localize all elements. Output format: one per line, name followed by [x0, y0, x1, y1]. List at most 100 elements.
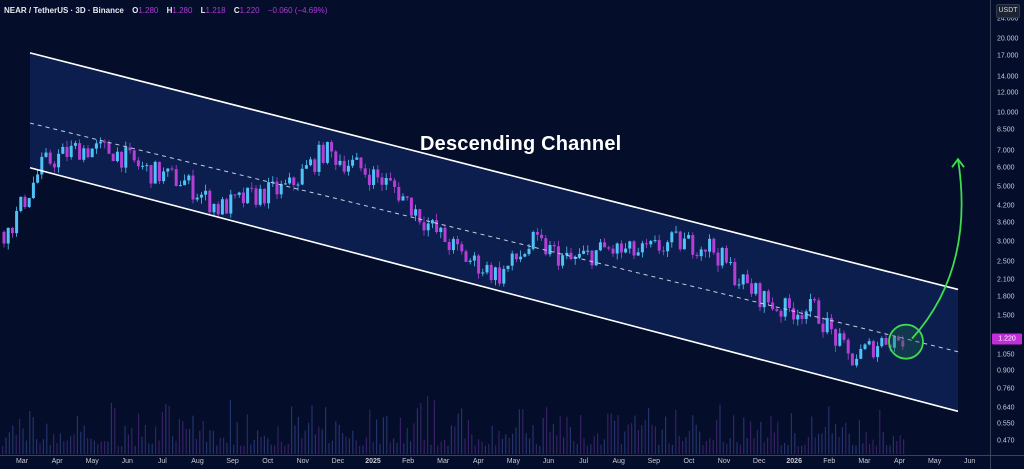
time-axis[interactable]: Mar Apr May Jun Jul Aug Sep Oct Nov Dec 2025 Feb Mar…: [0, 455, 990, 469]
volume-bar: [134, 445, 136, 454]
volume-bar: [736, 442, 738, 454]
candle-body: [65, 146, 69, 157]
volume-bar: [328, 443, 330, 454]
candle-body: [325, 142, 329, 163]
volume-bar: [233, 444, 235, 454]
candle-body: [208, 190, 212, 213]
price-tick: 1.800: [997, 293, 1015, 301]
volume-bar: [777, 421, 779, 454]
volume-bar: [481, 441, 483, 454]
volume-bar: [39, 443, 41, 454]
volume-bar: [66, 440, 68, 454]
volume-bar: [787, 444, 789, 454]
volume-bar: [607, 413, 609, 454]
candle-body: [15, 210, 19, 234]
candle-body: [204, 190, 208, 195]
axis-corner: [990, 455, 1024, 469]
volume-bar: [862, 443, 864, 454]
volume-bar: [352, 430, 354, 454]
candle-body: [69, 145, 73, 157]
volume-bar: [869, 444, 871, 454]
candle-body: [754, 283, 758, 294]
candle-body: [401, 196, 405, 201]
price-tick: 7.000: [997, 147, 1015, 155]
volume-bar: [393, 438, 395, 454]
volume-bar: [362, 445, 364, 454]
candle-body: [380, 177, 384, 185]
volume-bar: [532, 425, 534, 454]
volume-bar: [386, 415, 388, 454]
symbol-title[interactable]: NEAR / TetherUS · 3D · Binance: [4, 6, 124, 15]
candle-body: [111, 153, 115, 162]
volume-bar: [835, 423, 837, 454]
candle-body: [632, 241, 636, 256]
candle-body: [359, 157, 363, 169]
volume-bar: [651, 424, 653, 454]
volume-bar: [879, 409, 881, 454]
volume-bar: [287, 443, 289, 454]
volume-bar: [722, 442, 724, 454]
volume-bar: [668, 443, 670, 454]
candle-body: [162, 171, 166, 182]
volume-bar: [182, 420, 184, 454]
volume-bar: [250, 444, 252, 454]
candle-body: [657, 240, 661, 251]
candle-body: [275, 181, 279, 195]
candle-body: [52, 163, 56, 168]
volume-bar: [117, 445, 119, 454]
candle-body: [825, 317, 829, 333]
candle-body: [363, 168, 367, 175]
candle-body: [279, 183, 283, 195]
volume-bar: [702, 445, 704, 454]
volume-bar: [185, 429, 187, 454]
volume-bar: [678, 435, 680, 454]
candle-body: [132, 150, 136, 161]
volume-bar: [529, 438, 531, 454]
candle-body: [187, 175, 191, 181]
volume-bar: [624, 431, 626, 454]
volume-bar: [372, 441, 374, 454]
volume-bar: [236, 422, 238, 454]
candle-body: [271, 181, 275, 183]
time-tick: Mar: [858, 458, 871, 465]
candlestick-chart[interactable]: [0, 0, 990, 455]
volume-bar: [56, 443, 58, 454]
candle-body: [733, 262, 737, 286]
candle-body: [876, 346, 880, 358]
volume-bar: [110, 402, 112, 454]
price-tick: 12.000: [997, 89, 1019, 97]
volume-bar: [695, 424, 697, 454]
price-axis[interactable]: 24.000 20.000 17.000 14.000 12.000 10.000 8.50…: [990, 0, 1024, 455]
candle-body: [792, 308, 796, 320]
volume-bar: [53, 434, 55, 454]
currency-button[interactable]: USDT: [996, 4, 1020, 18]
volume-bar: [127, 434, 129, 454]
volume-bar: [440, 441, 442, 454]
volume-bar: [355, 440, 357, 454]
volume-bar: [131, 427, 133, 454]
candle-body: [771, 302, 775, 310]
candle-body: [867, 341, 871, 345]
volume-bar: [801, 445, 803, 454]
volume-bar: [484, 445, 486, 454]
volume-bar: [19, 418, 21, 454]
volume-bar: [297, 416, 299, 454]
price-tick: 0.550: [997, 420, 1015, 428]
candle-body: [678, 231, 682, 250]
chart-plot-area[interactable]: [0, 0, 990, 455]
candle-body: [183, 180, 187, 186]
volume-bar: [168, 405, 170, 454]
time-tick: Oct: [262, 458, 274, 465]
candle-body: [863, 344, 867, 349]
volume-bar: [359, 445, 361, 454]
volume-bar: [229, 400, 231, 454]
volume-bar: [348, 438, 350, 454]
volume-bar: [665, 416, 667, 454]
candle-body: [775, 309, 779, 311]
volume-bar: [97, 444, 99, 454]
volume-bar: [467, 420, 469, 454]
price-tick: 24.000: [997, 15, 1019, 23]
candle-body: [598, 242, 602, 251]
candle-body: [674, 231, 678, 233]
volume-bar: [556, 435, 558, 454]
